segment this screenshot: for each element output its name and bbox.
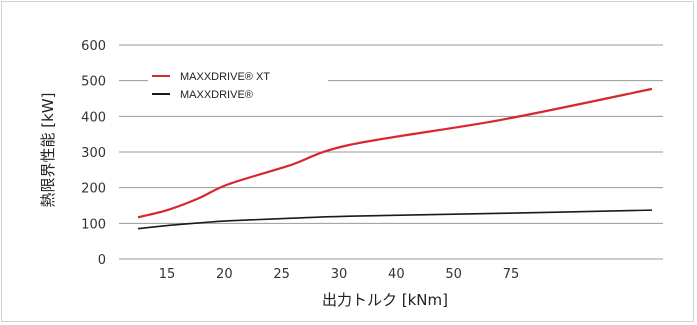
- legend-background: [148, 62, 328, 104]
- x-axis-title: 出力トルク [kNm]: [322, 291, 448, 309]
- x-tick-label: 30: [331, 267, 348, 282]
- legend: MAXXDRIVE® XT MAXXDRIVE®: [148, 62, 328, 104]
- x-tick-label: 25: [273, 267, 290, 282]
- y-axis-title: 熱限界性能 [kW]: [39, 93, 57, 208]
- y-tick-label: 500: [81, 75, 106, 90]
- gridlines: [119, 44, 663, 260]
- series-lines: [137, 87, 653, 230]
- x-tick-label: 50: [445, 267, 462, 282]
- legend-label-standard: MAXXDRIVE®: [180, 89, 253, 101]
- y-tick-label: 0: [98, 253, 106, 268]
- series-line-1: [137, 209, 653, 230]
- x-tick-label: 75: [503, 267, 520, 282]
- y-tick-label: 200: [81, 182, 106, 197]
- y-tick-label: 600: [81, 39, 106, 54]
- series-line-0: [137, 87, 653, 219]
- x-tick-labels: 15 20 25 30 40 50 75: [159, 267, 520, 282]
- y-tick-label: 400: [81, 110, 106, 125]
- x-tick-label: 20: [216, 267, 233, 282]
- legend-label-xt: MAXXDRIVE® XT: [180, 71, 270, 83]
- y-tick-label: 100: [81, 217, 106, 232]
- y-tick-labels: 0 100 200 300 400 500 600: [81, 39, 106, 268]
- x-tick-label: 40: [388, 267, 405, 282]
- y-tick-label: 300: [81, 146, 106, 161]
- x-tick-label: 15: [159, 267, 176, 282]
